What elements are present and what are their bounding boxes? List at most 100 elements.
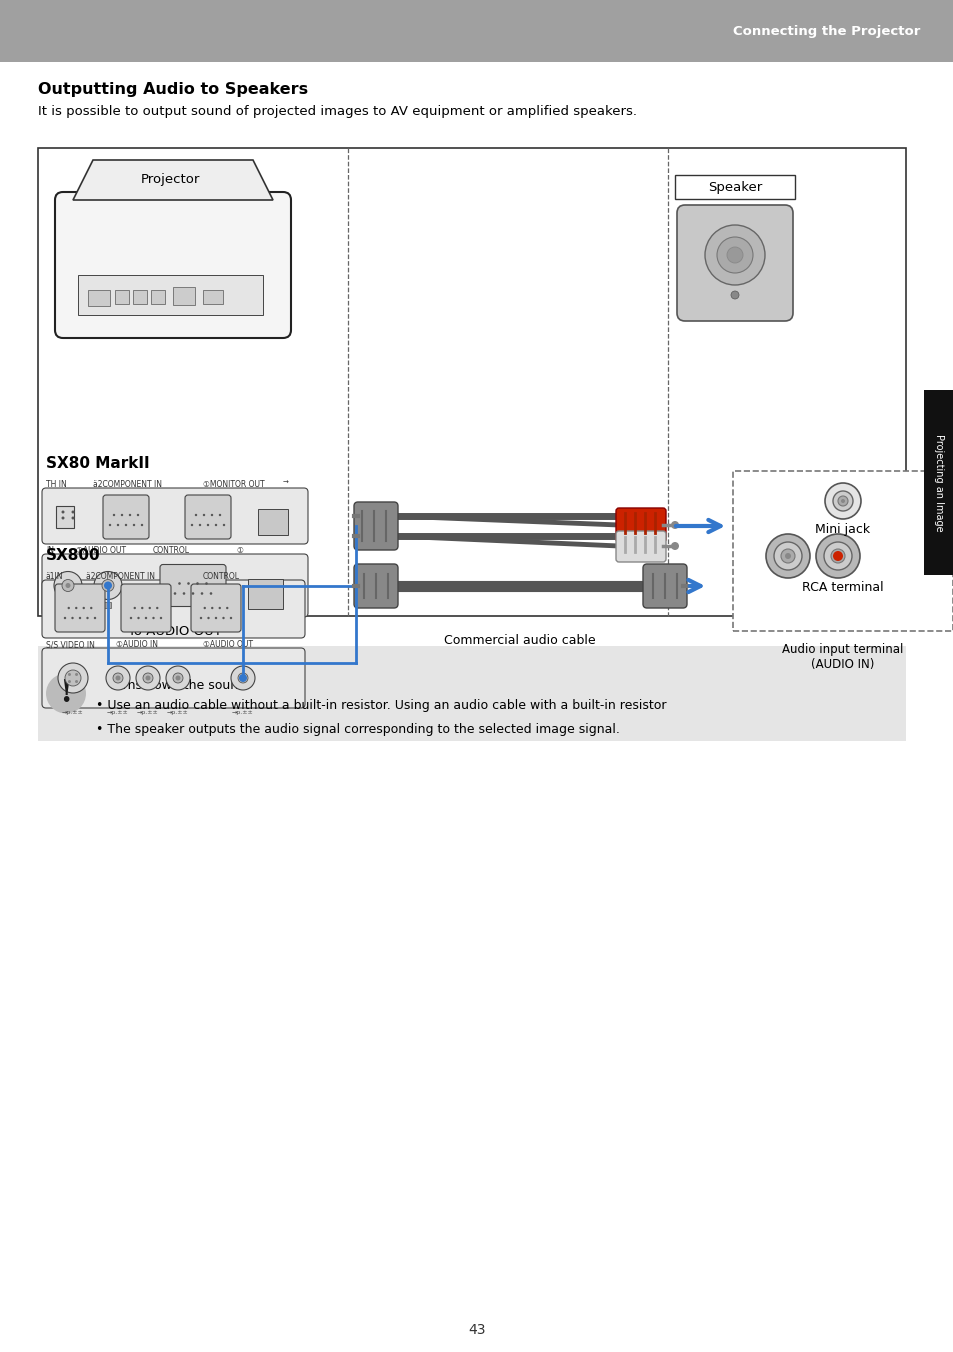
Circle shape [65,671,81,685]
Circle shape [75,680,78,683]
Bar [38,147,905,617]
Circle shape [66,583,71,588]
Bar [78,274,263,315]
Circle shape [71,617,73,619]
Circle shape [222,617,225,619]
Circle shape [717,237,752,273]
Text: It is possible to output sound of projected images to AV equipment or amplified : It is possible to output sound of projec… [38,105,637,118]
Circle shape [160,617,162,619]
Text: !: ! [59,677,72,708]
Text: Commercial audio cable: Commercial audio cable [444,634,596,648]
Circle shape [121,514,123,516]
Text: →p.±±: →p.±± [167,710,189,715]
Circle shape [237,673,248,683]
Circle shape [143,673,152,683]
Circle shape [837,496,847,506]
Circle shape [210,592,213,595]
Circle shape [198,523,201,526]
Circle shape [704,224,764,285]
Circle shape [125,523,127,526]
Circle shape [109,523,112,526]
Circle shape [136,514,139,516]
FancyBboxPatch shape [354,502,397,550]
Bar [92,602,111,608]
Circle shape [218,514,221,516]
Circle shape [178,583,181,585]
Polygon shape [73,160,273,200]
Circle shape [166,667,190,690]
FancyBboxPatch shape [42,554,308,617]
Text: Projecting an Image: Projecting an Image [933,434,943,531]
Circle shape [187,583,190,585]
Circle shape [156,607,158,610]
Text: Speaker: Speaker [707,181,761,193]
Text: ①AUDIO IN: ①AUDIO IN [116,639,158,649]
Text: ä1IN: ä1IN [46,572,64,581]
FancyBboxPatch shape [121,584,171,631]
Circle shape [102,580,113,592]
Circle shape [670,521,679,529]
FancyBboxPatch shape [616,508,665,542]
Text: • Use an audio cable without a built-in resistor. Using an audio cable with a bu: • Use an audio cable without a built-in … [96,699,666,713]
Circle shape [191,523,193,526]
Text: S/S VIDEO IN: S/S VIDEO IN [46,639,94,649]
Text: →p.±±: →p.±± [137,710,159,715]
FancyBboxPatch shape [42,648,305,708]
FancyBboxPatch shape [55,584,105,631]
Text: CONTROL: CONTROL [203,572,240,581]
Bar [151,289,165,304]
Circle shape [834,553,841,558]
Circle shape [79,617,81,619]
Text: ä2COMPONENT IN: ä2COMPONENT IN [86,572,154,581]
Circle shape [129,514,132,516]
Circle shape [211,514,213,516]
Text: ①AUDIO OUT: ①AUDIO OUT [203,639,253,649]
Circle shape [152,617,154,619]
Text: TH IN: TH IN [46,480,67,489]
Text: RCA terminal: RCA terminal [801,581,882,594]
Text: To AUDIO OUT: To AUDIO OUT [128,625,222,638]
Circle shape [62,580,74,592]
Circle shape [61,516,65,519]
Circle shape [226,607,228,610]
Bar [88,289,110,306]
Circle shape [71,516,74,519]
Text: ①: ① [235,546,243,556]
Circle shape [815,534,859,579]
FancyBboxPatch shape [103,495,149,539]
Circle shape [205,583,208,585]
Text: 43: 43 [468,1324,485,1337]
Circle shape [71,511,74,514]
Circle shape [200,592,203,595]
Circle shape [730,291,739,299]
Bar [105,168,234,192]
Text: →p.±±: →p.±± [62,710,84,715]
Circle shape [112,673,123,683]
Circle shape [841,499,844,503]
Circle shape [214,617,217,619]
Text: →p.±±: →p.±± [107,710,129,715]
Text: →p.±1: →p.±1 [58,619,78,625]
Circle shape [61,511,65,514]
Circle shape [75,673,78,676]
Circle shape [112,514,115,516]
Circle shape [58,662,88,694]
Circle shape [137,617,139,619]
Circle shape [781,549,794,562]
Circle shape [68,680,71,683]
Circle shape [130,617,132,619]
FancyBboxPatch shape [42,488,308,544]
Circle shape [93,617,96,619]
Bar [732,470,952,631]
Circle shape [832,491,852,511]
Circle shape [203,607,206,610]
Bar [132,289,147,304]
Circle shape [115,676,120,680]
Text: Connecting the Projector: Connecting the Projector [732,24,919,38]
Circle shape [173,592,176,595]
Circle shape [823,542,851,571]
FancyBboxPatch shape [677,206,792,320]
Circle shape [106,667,130,690]
Circle shape [68,673,71,676]
Bar [38,646,905,741]
